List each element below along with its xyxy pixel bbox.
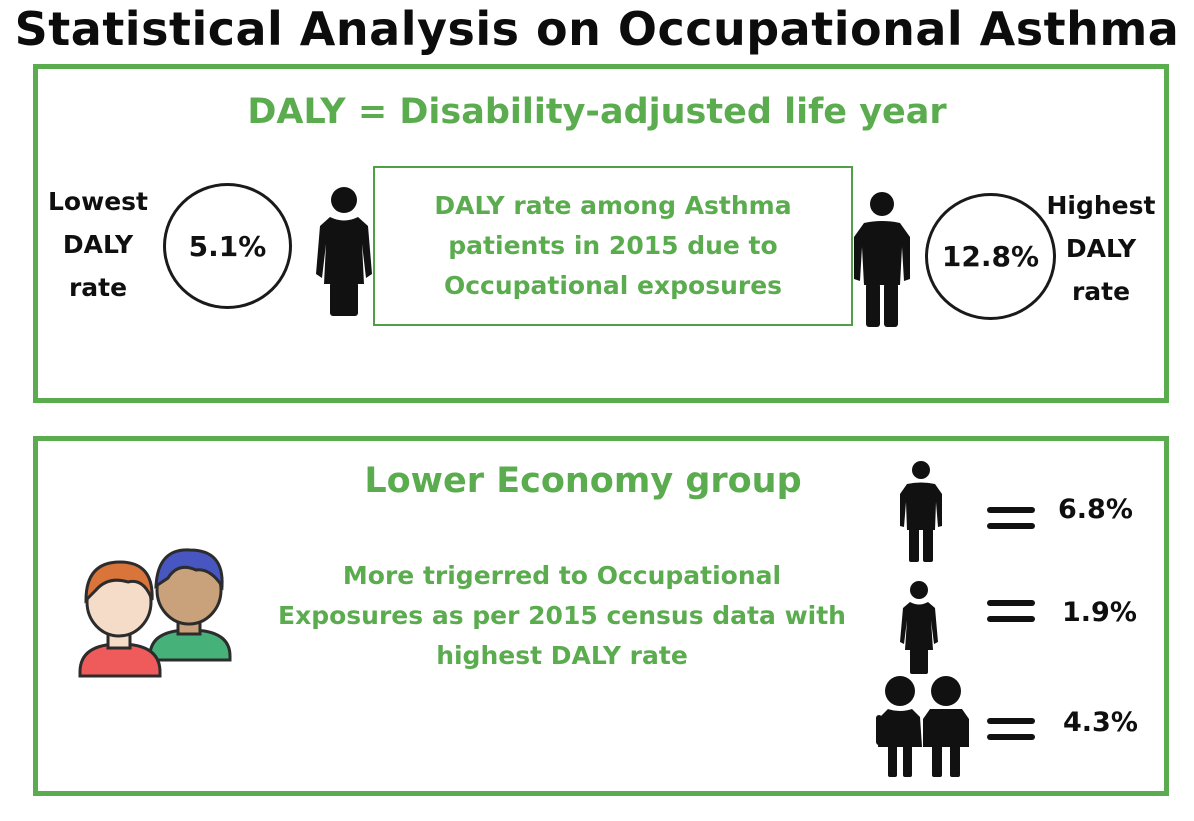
page-title: Statistical Analysis on Occupational Ast… (14, 2, 1180, 56)
lowest-daly-label: Lowest DALY rate (40, 180, 156, 309)
children-icon (876, 676, 969, 777)
info-line: DALY rate among Asthma (434, 191, 792, 220)
lowest-daly-value: 5.1% (188, 229, 267, 263)
info-line: Occupational exposures (443, 271, 783, 300)
description-line: highest DALY rate (436, 641, 688, 670)
highest-label-line: DALY (1065, 234, 1137, 263)
lower-economy-panel (33, 436, 1169, 796)
daly-definition-heading: DALY = Disability-adjusted life year (247, 92, 947, 132)
highest-label-line: rate (1071, 277, 1131, 306)
highest-daly-value-circle: 12.8% (925, 193, 1056, 320)
male-stat-value: 6.8% (1058, 494, 1133, 525)
lower-economy-heading: Lower Economy group (364, 461, 802, 501)
highest-daly-value: 12.8% (941, 240, 1040, 273)
equals-icon (987, 718, 1035, 740)
female-person-icon (316, 187, 372, 316)
lowest-label-line: rate (68, 273, 128, 302)
lower-economy-description: More trigerred to Occupational Exposures… (252, 556, 872, 676)
description-line: More trigerred to Occupational (342, 561, 782, 590)
equals-icon (987, 507, 1035, 529)
lowest-label-line: Lowest (48, 187, 148, 216)
female-stat-value: 1.9% (1062, 597, 1137, 628)
two-people-avatars-icon (78, 548, 232, 678)
equals-icon (987, 600, 1035, 622)
male-person-icon (900, 461, 942, 562)
female-person-icon (900, 581, 938, 674)
highest-daly-label: Highest DALY rate (1038, 184, 1164, 313)
info-line: patients in 2015 due to (448, 231, 778, 260)
lowest-label-line: DALY (62, 230, 134, 259)
daly-info-box (373, 166, 853, 326)
description-line: Exposures as per 2015 census data with (278, 601, 846, 630)
children-stat-value: 4.3% (1063, 707, 1138, 738)
daly-info-text: DALY rate among Asthma patients in 2015 … (373, 186, 853, 306)
daly-panel (33, 64, 1169, 403)
highest-label-line: Highest (1046, 191, 1156, 220)
lowest-daly-value-circle: 5.1% (163, 183, 292, 309)
male-person-icon (854, 192, 910, 327)
